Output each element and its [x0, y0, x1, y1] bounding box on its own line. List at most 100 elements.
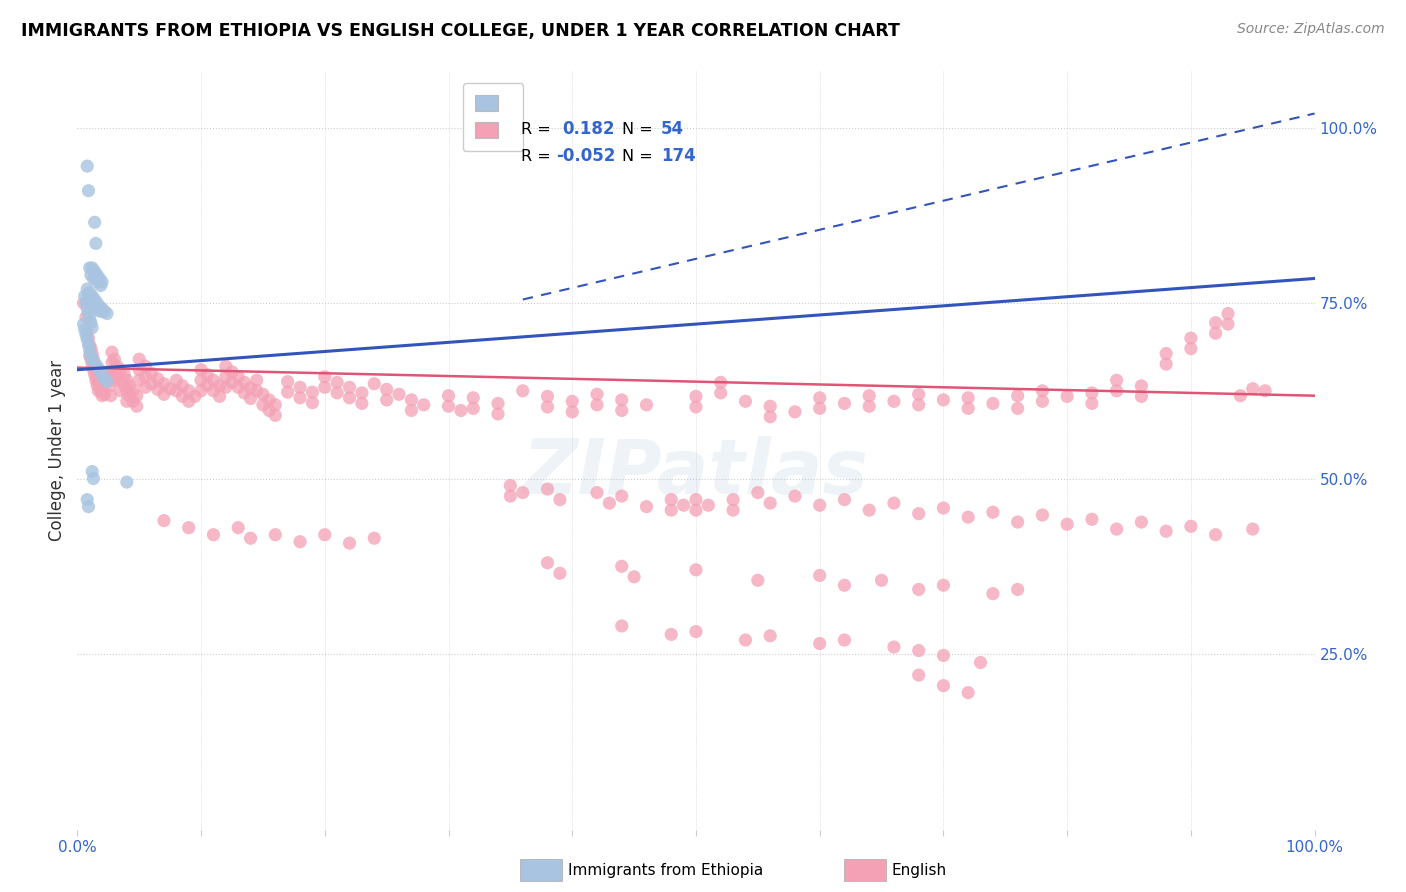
Point	[91, 368, 114, 382]
Point	[177, 521, 200, 535]
Point	[146, 372, 169, 386]
Point	[96, 307, 118, 321]
Point	[84, 236, 107, 251]
Point	[301, 395, 323, 409]
Point	[86, 359, 108, 374]
Point	[463, 401, 485, 416]
Point	[1241, 522, 1264, 536]
Point	[91, 389, 114, 403]
Point	[125, 399, 148, 413]
Point	[233, 376, 256, 390]
Point	[82, 352, 104, 367]
Point	[685, 389, 707, 403]
Point	[734, 394, 756, 409]
Point	[858, 399, 880, 413]
Point	[623, 570, 645, 584]
Point	[659, 492, 682, 507]
Legend: , : ,	[463, 84, 523, 151]
Point	[72, 317, 94, 331]
Point	[598, 496, 620, 510]
Point	[93, 376, 115, 391]
Point	[252, 387, 274, 401]
Point	[128, 362, 150, 376]
Point	[659, 503, 682, 517]
Point	[165, 384, 187, 398]
Point	[79, 338, 101, 352]
Point	[1081, 396, 1104, 410]
Point	[1205, 527, 1227, 541]
Point	[97, 369, 120, 384]
Point	[1180, 331, 1202, 345]
Point	[177, 384, 200, 398]
Point	[233, 385, 256, 400]
Point	[79, 343, 101, 358]
Point	[834, 492, 856, 507]
Point	[93, 304, 115, 318]
Point	[221, 365, 243, 379]
Point	[101, 356, 124, 370]
Point	[610, 559, 633, 574]
Point	[808, 401, 831, 416]
Point	[586, 398, 609, 412]
Point	[1229, 389, 1251, 403]
Point	[86, 368, 108, 383]
Point	[499, 489, 522, 503]
Point	[98, 379, 121, 393]
Point	[80, 268, 103, 282]
Point	[153, 514, 176, 528]
Point	[122, 384, 145, 398]
Point	[110, 373, 132, 387]
Point	[239, 531, 262, 545]
Point	[76, 333, 98, 347]
Point	[202, 384, 225, 398]
Point	[548, 566, 571, 581]
Point	[77, 338, 100, 352]
Point	[77, 289, 100, 303]
Point	[91, 275, 114, 289]
Point	[103, 352, 125, 367]
Point	[84, 362, 107, 376]
Point	[90, 384, 112, 398]
Point	[412, 398, 434, 412]
Point	[1081, 512, 1104, 526]
Point	[128, 373, 150, 387]
Point	[981, 396, 1004, 410]
Point	[339, 536, 361, 550]
Point	[1007, 389, 1029, 403]
Point	[80, 316, 103, 330]
Point	[190, 384, 212, 398]
Point	[172, 389, 194, 403]
Point	[883, 640, 905, 654]
Point	[834, 578, 856, 592]
Point	[73, 323, 96, 337]
Point	[870, 574, 893, 588]
Point	[326, 385, 349, 400]
Point	[981, 505, 1004, 519]
Point	[101, 345, 124, 359]
Point	[134, 359, 156, 374]
Point	[685, 503, 707, 517]
Point	[202, 373, 225, 387]
Point	[1154, 357, 1177, 371]
Point	[957, 391, 980, 405]
Point	[401, 403, 423, 417]
Point	[969, 656, 991, 670]
Point	[89, 300, 111, 314]
Point	[103, 362, 125, 376]
Point	[146, 383, 169, 397]
Point	[215, 369, 238, 384]
Point	[339, 380, 361, 394]
Point	[277, 385, 299, 400]
Point	[76, 324, 98, 338]
Point	[463, 391, 485, 405]
Point	[759, 409, 782, 424]
Point	[1105, 373, 1128, 387]
Point	[586, 485, 609, 500]
Point	[82, 362, 104, 376]
Point	[105, 369, 128, 384]
Point	[257, 392, 280, 407]
Point	[1105, 384, 1128, 398]
Point	[883, 394, 905, 409]
Point	[82, 260, 104, 275]
Point	[401, 392, 423, 407]
